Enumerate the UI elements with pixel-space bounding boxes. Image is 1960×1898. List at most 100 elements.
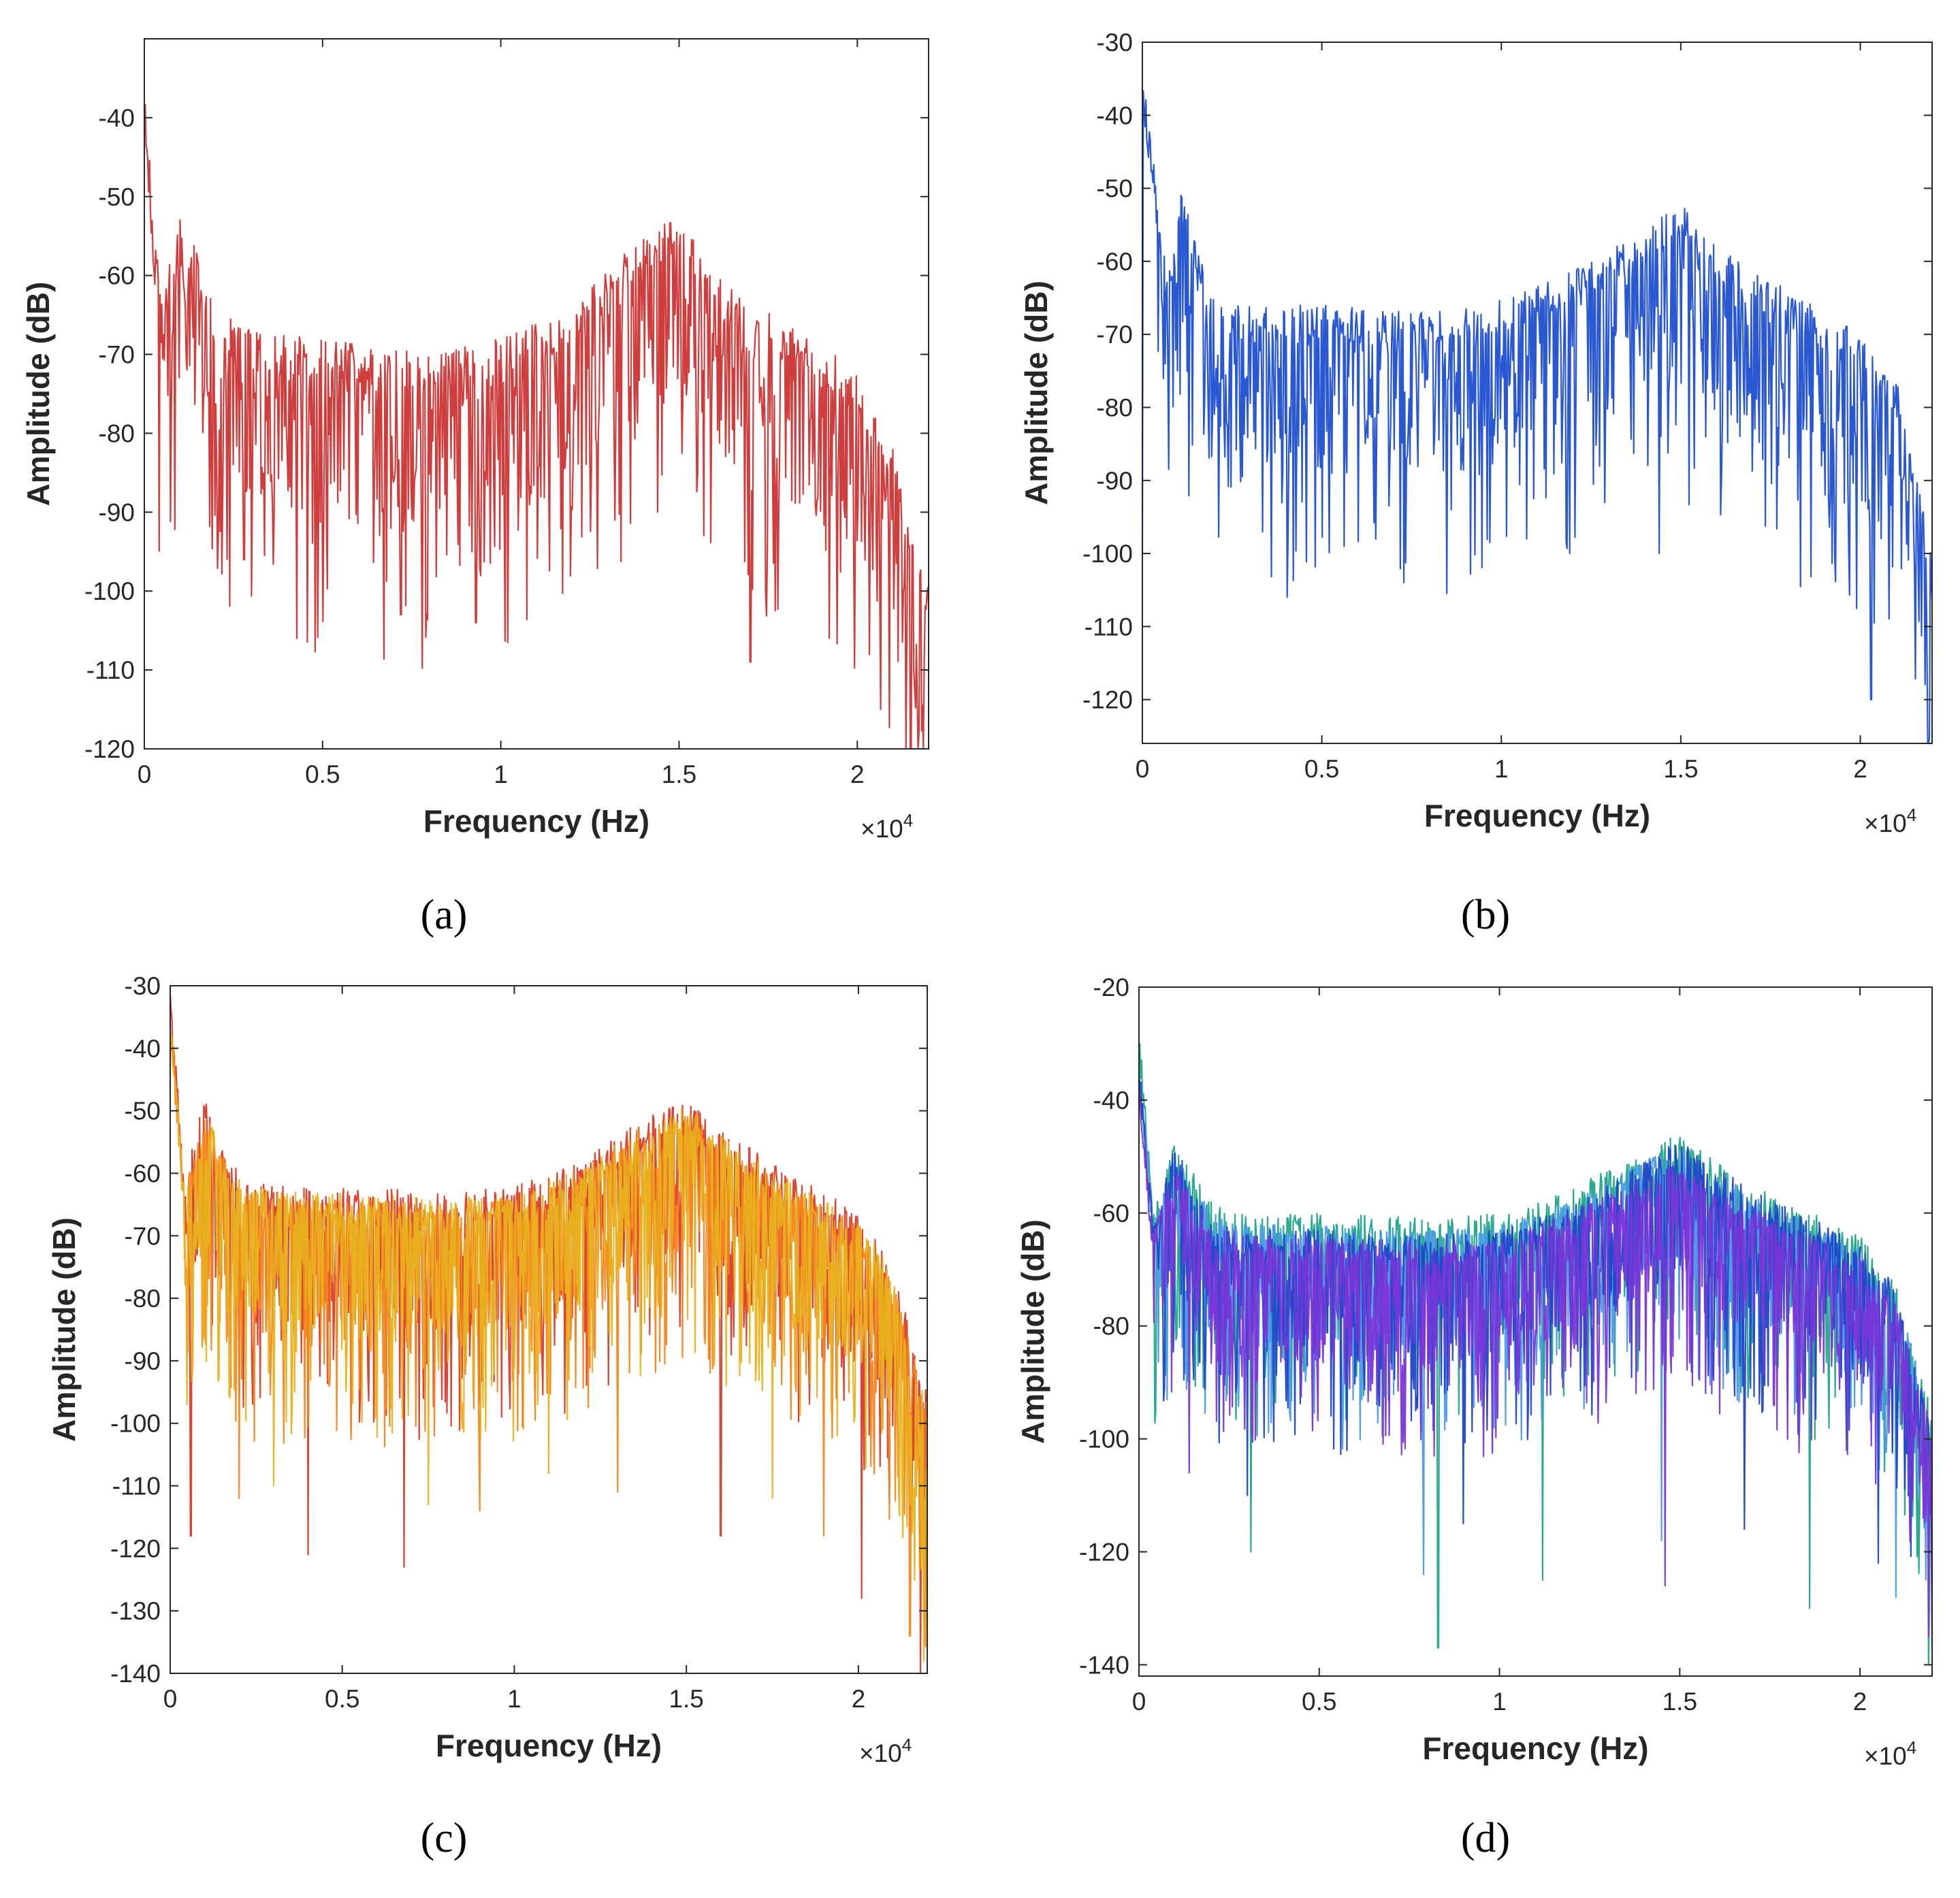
y-tick-label: -40 [1093, 1087, 1129, 1114]
panel-c: Frequency (Hz) Amplitude (dB) ×104 (c) 0… [46, 972, 928, 1861]
y-tick-label: -70 [125, 1222, 161, 1250]
x-multiplier-base: ×10 [861, 815, 903, 843]
x-tick-label: 0.5 [1304, 755, 1339, 783]
y-tick-label: -40 [125, 1035, 161, 1063]
x-tick-label: 1 [1494, 755, 1509, 783]
y-tick-label: -50 [1097, 175, 1133, 203]
x-tick-label: 0 [1136, 755, 1150, 783]
y-tick-label: -120 [1079, 1539, 1129, 1566]
y-tick-label: -70 [99, 341, 135, 369]
panel-caption: (d) [1461, 1815, 1510, 1861]
y-tick-label: -120 [110, 1534, 161, 1562]
y-tick-label: -100 [110, 1410, 161, 1438]
series-line-trace-3 [1139, 1077, 1932, 1564]
x-multiplier-exponent: 4 [1907, 805, 1916, 825]
y-tick-label: -110 [112, 1473, 161, 1500]
series-line-trace-4 [1139, 1087, 1932, 1652]
y-tick-label: -140 [110, 1660, 161, 1688]
y-tick-label: -50 [125, 1097, 161, 1125]
y-tick-label: -30 [1097, 29, 1133, 57]
x-axis-label: Frequency (Hz) [1424, 798, 1650, 833]
x-axis-label: Frequency (Hz) [423, 803, 649, 839]
panel-a: Frequency (Hz) Amplitude (dB) ×104 (a) 0… [20, 38, 929, 938]
axes-box [1142, 42, 1933, 744]
x-tick-label: 0.5 [305, 760, 340, 788]
x-multiplier-base: ×10 [1864, 809, 1907, 837]
axes-box [170, 985, 928, 1674]
y-axis-label: Amplitude (dB) [1015, 1219, 1050, 1444]
x-tick-label: 0 [1132, 1688, 1146, 1716]
y-tick-label: -60 [125, 1159, 161, 1187]
axes-box [144, 38, 929, 750]
x-multiplier-exponent: 4 [902, 1735, 912, 1755]
x-tick-label: 2 [850, 760, 865, 788]
x-tick-label: 2 [852, 1685, 866, 1713]
y-tick-label: -60 [1097, 248, 1133, 276]
y-axis-label: Amplitude (dB) [46, 1217, 82, 1442]
y-tick-label: -90 [125, 1347, 161, 1375]
x-multiplier: ×104 [1864, 805, 1916, 837]
x-tick-label: 1.5 [1663, 755, 1698, 783]
x-tick-label: 1 [494, 760, 508, 788]
y-tick-label: -110 [86, 656, 135, 684]
y-tick-label: -140 [1079, 1651, 1129, 1679]
y-tick-label: -90 [1097, 467, 1133, 495]
x-multiplier-base: ×10 [1864, 1742, 1907, 1770]
x-axis-label: Frequency (Hz) [1422, 1731, 1648, 1766]
x-tick-label: 1.5 [669, 1685, 703, 1713]
panel-caption: (c) [421, 1815, 468, 1861]
y-axis-label: Amplitude (dB) [1018, 280, 1054, 505]
x-tick-label: 2 [1853, 755, 1867, 783]
panel-b: Frequency (Hz) Amplitude (dB) ×104 (b) 0… [1018, 29, 1933, 938]
x-axis-label: Frequency (Hz) [436, 1728, 662, 1763]
series-group [144, 103, 929, 749]
x-tick-label: 0.5 [325, 1685, 359, 1713]
y-tick-label: -80 [125, 1285, 161, 1313]
series-group [1142, 90, 1932, 743]
panel-caption: (a) [421, 892, 468, 938]
panel-caption: (b) [1461, 892, 1510, 938]
x-tick-label: 1 [507, 1685, 521, 1713]
x-multiplier-exponent: 4 [903, 810, 913, 831]
y-tick-label: -50 [99, 183, 135, 211]
series-group [1139, 1043, 1932, 1666]
y-tick-label: -90 [99, 498, 135, 526]
x-tick-label: 1.5 [1662, 1688, 1697, 1716]
series-line-spectrum [1142, 90, 1932, 743]
y-tick-label: -80 [99, 419, 135, 447]
x-tick-label: 0 [163, 1685, 178, 1713]
x-tick-label: 1.5 [662, 760, 696, 788]
x-multiplier: ×104 [1864, 1737, 1916, 1770]
x-tick-label: 0.5 [1302, 1688, 1336, 1716]
x-multiplier: ×104 [859, 1735, 912, 1767]
y-tick-label: -80 [1097, 393, 1133, 421]
axes-box [1138, 986, 1933, 1677]
x-tick-label: 2 [1853, 1688, 1867, 1716]
x-tick-label: 0 [138, 760, 152, 788]
y-tick-label: -120 [84, 735, 135, 763]
y-tick-label: -30 [125, 972, 161, 1000]
y-tick-label: -120 [1082, 686, 1133, 714]
y-tick-label: -110 [1085, 613, 1133, 641]
y-tick-label: -20 [1093, 974, 1129, 1001]
y-tick-label: -60 [1093, 1200, 1129, 1227]
x-tick-label: 1 [1492, 1688, 1507, 1716]
y-tick-label: -60 [99, 262, 135, 290]
x-multiplier-exponent: 4 [1907, 1737, 1916, 1758]
y-tick-label: -100 [84, 577, 135, 605]
y-axis-label: Amplitude (dB) [20, 282, 56, 506]
y-tick-label: -40 [99, 104, 135, 132]
y-tick-label: -130 [110, 1597, 161, 1625]
y-tick-label: -40 [1097, 101, 1133, 129]
x-multiplier-base: ×10 [859, 1739, 902, 1767]
series-line-spectrum [144, 103, 929, 749]
series-group [170, 993, 927, 1673]
y-tick-label: -100 [1079, 1426, 1129, 1453]
series-line-trace-3 [170, 1033, 927, 1662]
y-tick-label: -70 [1097, 321, 1133, 349]
x-multiplier: ×104 [861, 810, 913, 843]
y-tick-label: -100 [1082, 540, 1133, 568]
y-tick-label: -80 [1093, 1313, 1129, 1340]
panel-d: Frequency (Hz) Amplitude (dB) ×104 (d) 0… [1015, 974, 1933, 1861]
